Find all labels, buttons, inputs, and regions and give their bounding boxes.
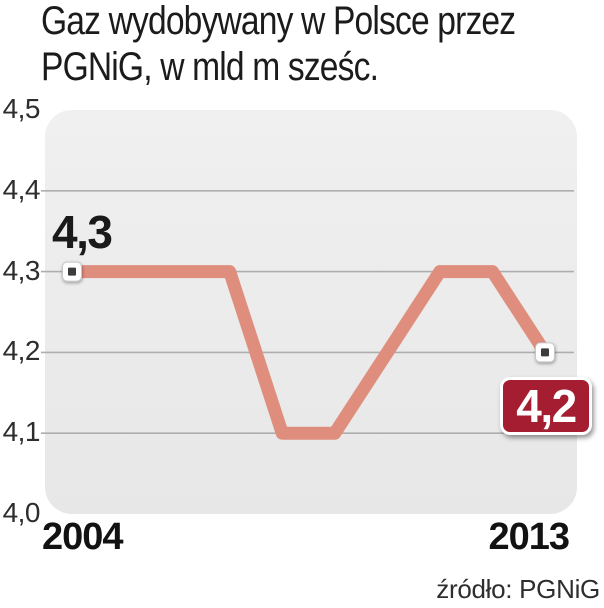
last-point-value-badge: 4,2: [500, 377, 592, 435]
chart-title: Gaz wydobywany w Polsce przez PGNiG, w m…: [41, 0, 516, 90]
source-credit: źródło: PGNiG: [436, 574, 600, 604]
data-point-marker-dot: [541, 348, 549, 357]
endpoint-markers: [62, 261, 555, 363]
y-tick-label: 4,5: [2, 93, 41, 125]
data-point-marker-dot: [68, 267, 76, 276]
y-tick-label: 4,2: [2, 335, 41, 367]
chart-title-line-1: Gaz wydobywany w Polsce przez: [41, 0, 516, 43]
plot-background: [45, 110, 577, 514]
y-tick-label: 4,4: [2, 173, 41, 205]
x-axis-label-first: 2004: [42, 516, 124, 558]
first-point-value-label: 4,3: [52, 206, 113, 258]
x-axis-label-last: 2013: [488, 516, 570, 558]
series-line: [72, 265, 551, 440]
y-tick-label: 4,0: [2, 497, 41, 529]
last-point-value-text: 4,2: [516, 380, 577, 432]
y-tick-label: 4,1: [2, 416, 41, 448]
y-tick-label: 4,3: [2, 254, 41, 286]
chart-title-line-2: PGNiG, w mld m sześc.: [41, 45, 379, 89]
